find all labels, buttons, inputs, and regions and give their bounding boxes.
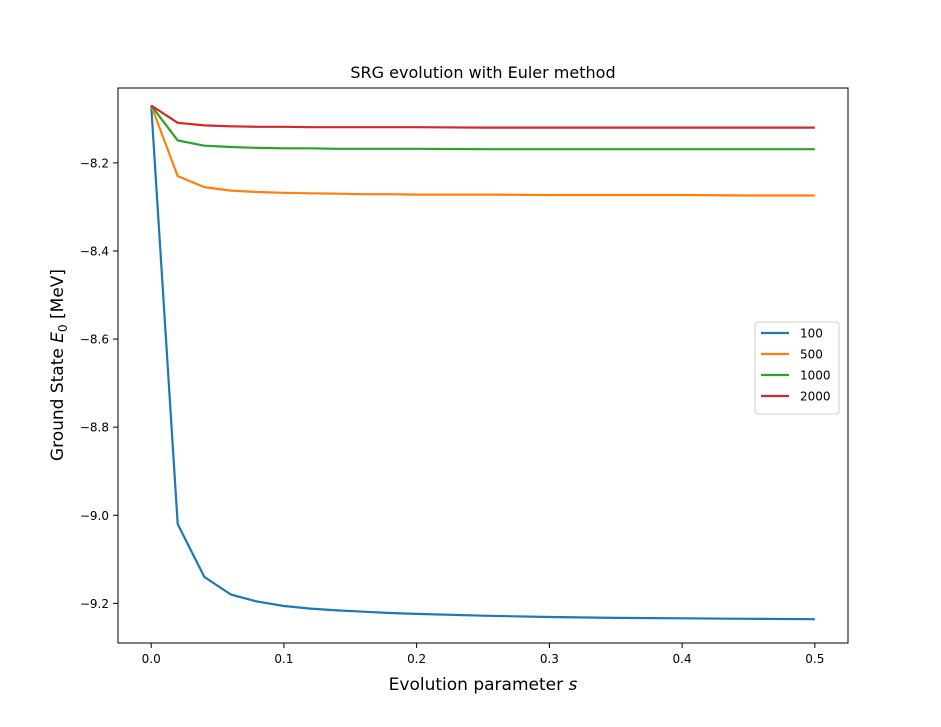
x-tick-label: 0.1: [274, 652, 293, 666]
x-tick-label: 0.5: [805, 652, 824, 666]
x-tick-label: 0.4: [673, 652, 692, 666]
x-tick-label: 0.3: [540, 652, 559, 666]
y-tick-label: −8.2: [80, 156, 109, 170]
series-line-100: [150, 105, 815, 621]
chart-title: SRG evolution with Euler method: [350, 63, 615, 82]
x-tick-label: 0.2: [407, 652, 426, 666]
legend-label-2000: 2000: [800, 390, 831, 404]
y-axis-label: Ground State E0 [MeV]: [48, 269, 70, 461]
plot-area: [150, 104, 815, 621]
y-tick-label: −8.6: [80, 333, 109, 347]
legend-label-100: 100: [800, 327, 823, 341]
x-axis-label-variable: s: [568, 675, 577, 695]
y-tick-label: −9.2: [80, 597, 109, 611]
series-line-1000: [150, 104, 815, 151]
legend-label-1000: 1000: [800, 369, 831, 383]
y-axis: −8.2 −8.4 −8.6 −8.8 −9.0 −9.2: [80, 156, 118, 611]
x-axis-label-text: Evolution parameter: [389, 675, 569, 695]
y-axis-label-variable: E: [48, 332, 68, 343]
legend: 100 500 1000 2000: [754, 321, 840, 415]
y-tick-label: −8.8: [80, 421, 109, 435]
series-line-500: [150, 105, 815, 197]
y-axis-label-unit: [MeV]: [48, 269, 68, 324]
x-axis-label: Evolution parameter s: [389, 675, 578, 695]
legend-label-500: 500: [800, 348, 823, 362]
series-line-2000: [150, 104, 815, 129]
y-tick-label: −9.0: [80, 509, 109, 523]
y-axis-label-subscript: 0: [56, 324, 70, 332]
y-tick-label: −8.4: [80, 244, 109, 258]
legend-box: [754, 321, 840, 415]
y-axis-label-text: Ground State: [48, 343, 68, 461]
plot-frame: [117, 87, 849, 644]
x-tick-label: 0.0: [142, 652, 161, 666]
x-axis: 0.0 0.1 0.2 0.3 0.4 0.5: [142, 643, 824, 666]
